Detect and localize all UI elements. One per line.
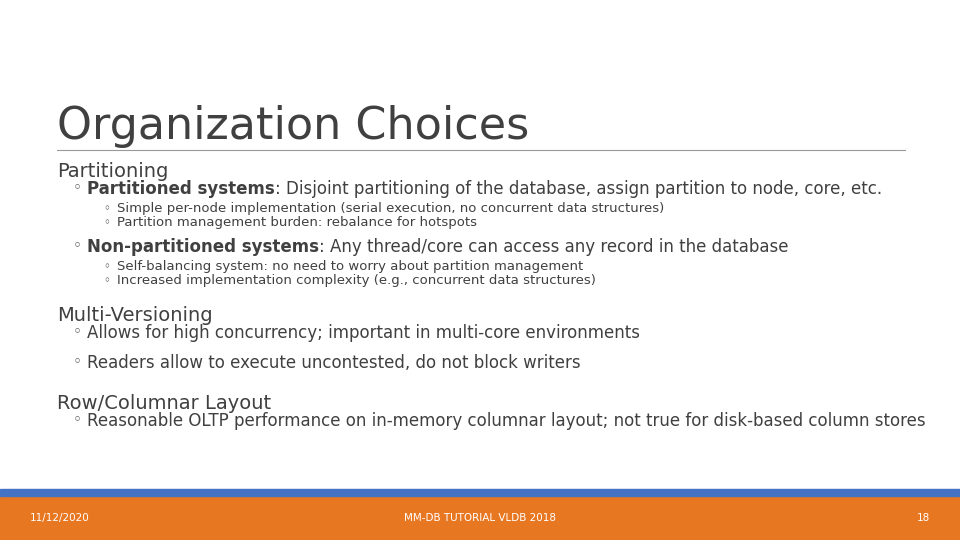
Text: Increased implementation complexity (e.g., concurrent data structures): Increased implementation complexity (e.g… (117, 274, 596, 287)
Text: : Any thread/core can access any record in the database: : Any thread/core can access any record … (319, 238, 788, 256)
Text: MM-DB TUTORIAL VLDB 2018: MM-DB TUTORIAL VLDB 2018 (404, 513, 556, 523)
Text: ◦: ◦ (73, 412, 82, 427)
Text: Partitioning: Partitioning (57, 162, 168, 181)
Text: ◦: ◦ (103, 274, 109, 287)
Text: Readers allow to execute uncontested, do not block writers: Readers allow to execute uncontested, do… (87, 354, 581, 372)
Text: 18: 18 (917, 513, 930, 523)
Text: Multi-Versioning: Multi-Versioning (57, 306, 212, 325)
Text: Simple per-node implementation (serial execution, no concurrent data structures): Simple per-node implementation (serial e… (117, 202, 664, 215)
Text: Allows for high concurrency; important in multi-core environments: Allows for high concurrency; important i… (87, 324, 640, 342)
Text: ◦: ◦ (103, 260, 109, 273)
Text: : Disjoint partitioning of the database, assign partition to node, core, etc.: : Disjoint partitioning of the database,… (275, 180, 882, 198)
Text: Organization Choices: Organization Choices (57, 105, 529, 148)
Text: 11/12/2020: 11/12/2020 (30, 513, 89, 523)
Text: ◦: ◦ (103, 216, 109, 229)
Bar (0, 489, 960, 496)
Text: ◦: ◦ (73, 180, 82, 195)
Text: ◦: ◦ (73, 238, 82, 253)
Text: Reasonable OLTP performance on in-memory columnar layout; not true for disk-base: Reasonable OLTP performance on in-memory… (87, 412, 925, 430)
Text: Partition management burden: rebalance for hotspots: Partition management burden: rebalance f… (117, 216, 477, 229)
Text: Non-partitioned systems: Non-partitioned systems (87, 238, 319, 256)
Text: ◦: ◦ (73, 354, 82, 369)
Text: ◦: ◦ (73, 324, 82, 339)
Text: Row/Columnar Layout: Row/Columnar Layout (57, 394, 271, 413)
Text: Partitioned systems: Partitioned systems (87, 180, 275, 198)
Text: ◦: ◦ (103, 202, 109, 215)
Bar (0, 496, 960, 540)
Text: Self-balancing system: no need to worry about partition management: Self-balancing system: no need to worry … (117, 260, 584, 273)
